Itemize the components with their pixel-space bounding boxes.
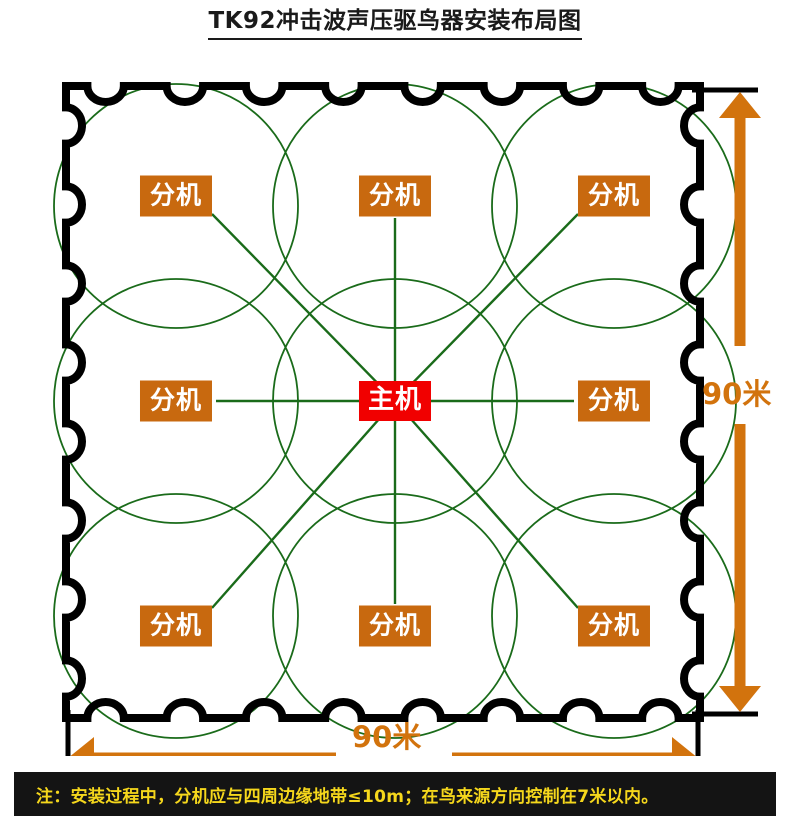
link-line-2 bbox=[394, 213, 579, 402]
diagram-canvas bbox=[53, 82, 761, 756]
master-unit[interactable]: 主机 bbox=[358, 381, 432, 421]
slave-unit-top-center[interactable]: 分机 bbox=[358, 175, 432, 217]
page-title-bar: TK92冲击波声压驱鸟器安装布局图 bbox=[0, 8, 790, 40]
dimension-arrows-group bbox=[65, 87, 761, 756]
link-line-7 bbox=[394, 400, 579, 609]
page-title: TK92冲击波声压驱鸟器安装布局图 bbox=[208, 8, 582, 40]
slave-unit-middle-left[interactable]: 分机 bbox=[139, 380, 213, 422]
dimension-arrow-right bbox=[452, 737, 696, 756]
dimension-vertical-label: 90米 bbox=[702, 377, 772, 411]
coverage-circle-6 bbox=[53, 493, 299, 739]
slave-unit-bottom-left[interactable]: 分机 bbox=[139, 605, 213, 647]
slave-unit-bottom-center[interactable]: 分机 bbox=[358, 605, 432, 647]
slave-unit-middle-right[interactable]: 分机 bbox=[577, 380, 651, 422]
dimension-arrow-down bbox=[719, 424, 761, 712]
coverage-circle-7 bbox=[272, 493, 518, 739]
dimension-horizontal-label: 90米 bbox=[352, 720, 422, 754]
coverage-circle-4 bbox=[272, 278, 518, 524]
footer-note-bar: 注：安装过程中，分机应与四周边缘地带≤10m；在鸟来源方向控制在7米以内。 bbox=[14, 772, 776, 816]
coverage-circle-0 bbox=[53, 83, 299, 329]
slave-unit-top-right[interactable]: 分机 bbox=[577, 175, 651, 217]
footer-note-text: 注：安装过程中，分机应与四周边缘地带≤10m；在鸟来源方向控制在7米以内。 bbox=[36, 786, 659, 807]
slave-unit-bottom-right[interactable]: 分机 bbox=[577, 605, 651, 647]
dimension-arrow-left bbox=[70, 737, 336, 756]
link-line-0 bbox=[211, 213, 396, 402]
layout-diagram: 分机 分机 分机 分机 分机 分机 分机 分机 主机 bbox=[0, 46, 790, 756]
slave-unit-top-left[interactable]: 分机 bbox=[139, 175, 213, 217]
link-line-5 bbox=[211, 400, 396, 609]
dimension-arrow-up bbox=[719, 92, 761, 346]
coverage-circle-5 bbox=[491, 278, 737, 524]
coverage-circle-3 bbox=[53, 278, 299, 524]
